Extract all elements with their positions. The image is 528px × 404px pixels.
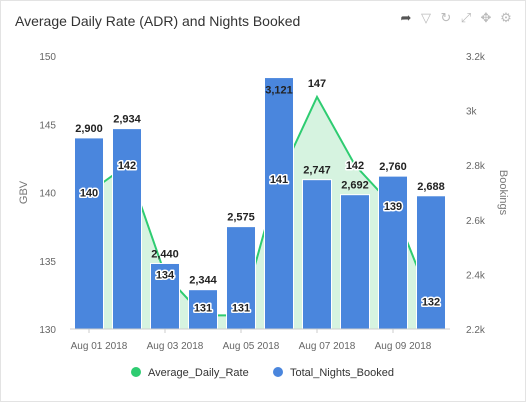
adr-value-label: 142 — [346, 160, 364, 172]
bar-value-label: 2,440 — [151, 248, 179, 260]
nights-bar[interactable] — [113, 129, 142, 329]
adr-value-label: 141 — [270, 174, 288, 186]
y-right-tick: 2.6k — [466, 216, 486, 227]
legend-label[interactable]: Total_Nights_Booked — [290, 367, 394, 379]
bar-value-label: 2,344 — [189, 275, 217, 287]
adr-value-label: 132 — [422, 297, 440, 309]
y-right-tick: 3k — [466, 107, 478, 118]
bar-value-label: 2,900 — [75, 123, 103, 135]
bar-value-label: 2,575 — [227, 212, 255, 224]
x-tick-label: Aug 05 2018 — [223, 341, 280, 352]
adr-value-label: 139 — [384, 201, 402, 213]
bar-value-label: 2,692 — [341, 180, 369, 192]
y-right-tick: 2.4k — [466, 270, 486, 281]
adr-value-label: 131 — [194, 302, 212, 314]
bar-value-label: 2,688 — [417, 181, 445, 193]
legend-label[interactable]: Average_Daily_Rate — [148, 367, 249, 379]
adr-value-label: 142 — [118, 160, 136, 172]
y-right-title: Bookings — [497, 170, 509, 216]
y-right-tick: 2.8k — [466, 161, 486, 172]
nights-bar[interactable] — [75, 138, 104, 329]
y-right-tick: 3.2k — [466, 52, 486, 63]
nights-bar[interactable] — [417, 196, 446, 329]
y-left-tick: 145 — [39, 120, 56, 131]
y-left-tick: 150 — [39, 52, 56, 63]
nights-bar[interactable] — [341, 195, 370, 329]
bar-value-label: 2,760 — [379, 161, 407, 173]
adr-value-label: 131 — [232, 302, 250, 314]
y-left-tick: 140 — [39, 189, 56, 200]
x-tick-label: Aug 01 2018 — [71, 341, 128, 352]
bar-value-label: 2,747 — [303, 165, 331, 177]
legend: Average_Daily_Rate Total_Nights_Booked — [131, 367, 394, 379]
adr-value-label: 147 — [308, 78, 326, 90]
y-left-tick: 130 — [39, 325, 56, 336]
adr-value-label: 134 — [156, 269, 175, 281]
legend-marker[interactable] — [273, 367, 283, 377]
nights-bar[interactable] — [303, 180, 332, 329]
x-tick-label: Aug 07 2018 — [299, 341, 356, 352]
x-tick-label: Aug 09 2018 — [375, 341, 432, 352]
bar-value-label: 2,934 — [113, 114, 141, 126]
nights-bar[interactable] — [265, 78, 294, 329]
y-left-tick: 135 — [39, 257, 56, 268]
y-left-title: GBV — [18, 180, 30, 204]
bar-value-label: 3,121 — [265, 85, 293, 97]
x-tick-label: Aug 03 2018 — [147, 341, 204, 352]
y-right-tick: 2.2k — [466, 325, 486, 336]
nights-bar[interactable] — [379, 176, 408, 329]
legend-marker[interactable] — [131, 367, 141, 377]
adr-value-label: 140 — [80, 188, 98, 200]
